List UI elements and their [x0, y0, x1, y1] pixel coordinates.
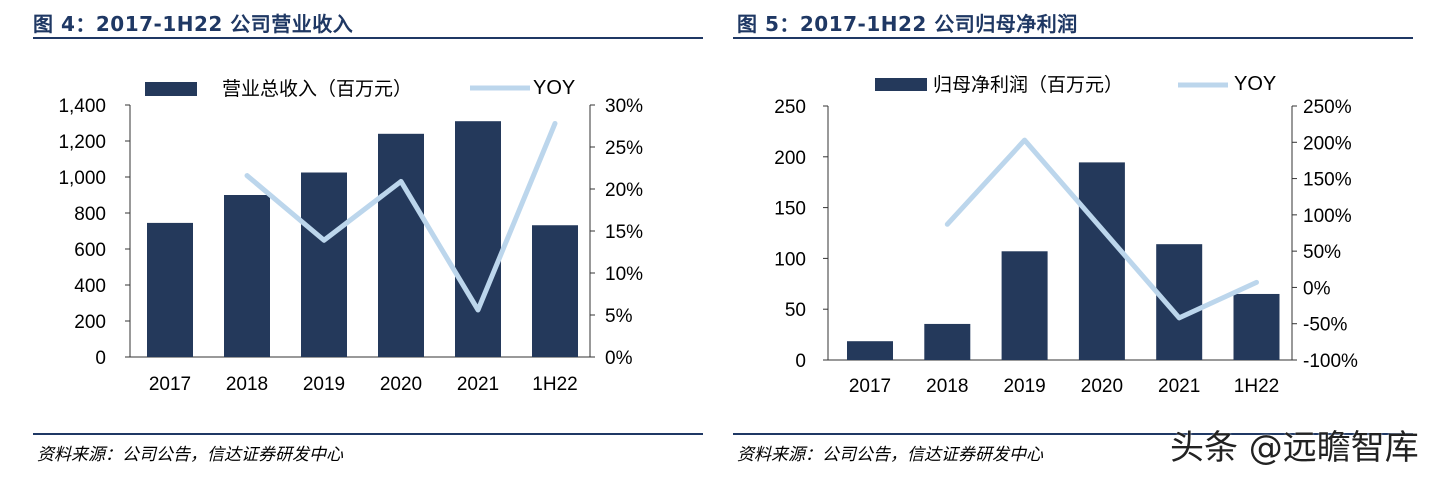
- legend-bar-label: 归母净利润（百万元）: [933, 74, 1123, 96]
- left-tick-label: 1,400: [58, 96, 106, 117]
- bar: [301, 172, 347, 357]
- legend-bar-swatch: [875, 78, 927, 91]
- yoy-line: [244, 120, 558, 313]
- right-tick-label: 0%: [1303, 278, 1331, 299]
- category-label: 2021: [457, 374, 499, 395]
- right-tick-label: -50%: [1303, 315, 1347, 336]
- left-tick-label: 1,200: [58, 132, 106, 153]
- right-tick-label: 25%: [605, 138, 643, 159]
- left-tick-label: 250: [774, 97, 806, 118]
- category-label: 2019: [303, 374, 345, 395]
- category-label: 2017: [149, 374, 191, 395]
- bar: [1078, 162, 1125, 360]
- chart-title: 图 5：2017-1H22 公司归母净利润: [737, 12, 1078, 36]
- yoy-line: [944, 137, 1259, 321]
- right-tick-label: 20%: [605, 180, 643, 201]
- right-tick-label: 5%: [605, 306, 633, 327]
- source-note: 资料来源：公司公告，信达证券研发中心: [37, 445, 343, 465]
- category-label: 2020: [1081, 376, 1123, 397]
- category-label: 2017: [849, 376, 891, 397]
- category-label: 1H22: [1234, 376, 1279, 397]
- right-tick-label: 30%: [605, 96, 643, 117]
- chart-title: 图 4：2017-1H22 公司营业收入: [33, 12, 354, 36]
- left-tick-label: 600: [74, 240, 106, 261]
- legend-bar-swatch: [145, 82, 197, 96]
- chart-net-profit: 0 50 100 150 200 250 -100% -50% 0% 50% 100% 150% 200…: [774, 73, 1358, 397]
- right-tick-label: 10%: [605, 264, 643, 285]
- left-tick-label: 150: [774, 199, 806, 220]
- right-tick-label: 250%: [1303, 97, 1352, 118]
- source-rule: [733, 433, 1413, 435]
- title-rule: [33, 37, 703, 39]
- bar: [1001, 251, 1048, 360]
- bar: [378, 133, 424, 357]
- left-tick-label: 100: [774, 249, 806, 270]
- left-tick-label: 400: [74, 276, 106, 297]
- legend-bar-label: 营业总收入（百万元）: [222, 78, 412, 100]
- left-tick-label: 50: [785, 300, 806, 321]
- chart-revenue: 0 200 400 600 800 1,000 1,200 1,400 0% 5% 10% 15% 20…: [58, 77, 643, 395]
- left-tick-label: 1,000: [58, 168, 106, 189]
- chart-panel-revenue: 图 4：2017-1H22 公司营业收入 0 200 400 600 800 1,000 1…: [0, 0, 710, 479]
- right-tick-label: 15%: [605, 222, 643, 243]
- title-rule: [733, 37, 1413, 39]
- chart-panel-net-profit: 图 5：2017-1H22 公司归母净利润 0 50 100 150 200 250 -10…: [733, 0, 1450, 479]
- left-tick-label: 200: [774, 148, 806, 169]
- category-label: 1H22: [532, 374, 577, 395]
- left-tick-label: 800: [74, 204, 106, 225]
- bar: [224, 195, 270, 357]
- watermark: 头条 @远瞻智库: [1170, 428, 1419, 468]
- bar: [532, 225, 578, 357]
- legend-line-label: YOY: [533, 77, 575, 99]
- category-label: 2018: [926, 376, 968, 397]
- category-label: 2018: [226, 374, 268, 395]
- category-label: 2020: [380, 374, 422, 395]
- bar: [147, 222, 193, 357]
- right-tick-label: 200%: [1303, 133, 1352, 154]
- bar: [1233, 293, 1280, 360]
- bar: [924, 323, 971, 360]
- legend-line-label: YOY: [1234, 73, 1276, 95]
- left-tick-label: 200: [74, 312, 106, 333]
- right-tick-label: -100%: [1303, 351, 1358, 372]
- right-tick-label: 100%: [1303, 206, 1352, 227]
- left-tick-label: 0: [795, 351, 806, 372]
- category-label: 2019: [1003, 376, 1045, 397]
- right-tick-label: 150%: [1303, 170, 1352, 191]
- right-tick-label: 50%: [1303, 242, 1341, 263]
- left-tick-label: 0: [95, 348, 106, 369]
- right-tick-label: 0%: [605, 348, 633, 369]
- bar: [455, 121, 501, 357]
- category-label: 2021: [1158, 376, 1200, 397]
- source-rule: [33, 433, 703, 435]
- source-note: 资料来源：公司公告，信达证券研发中心: [737, 445, 1043, 465]
- bar: [847, 341, 893, 360]
